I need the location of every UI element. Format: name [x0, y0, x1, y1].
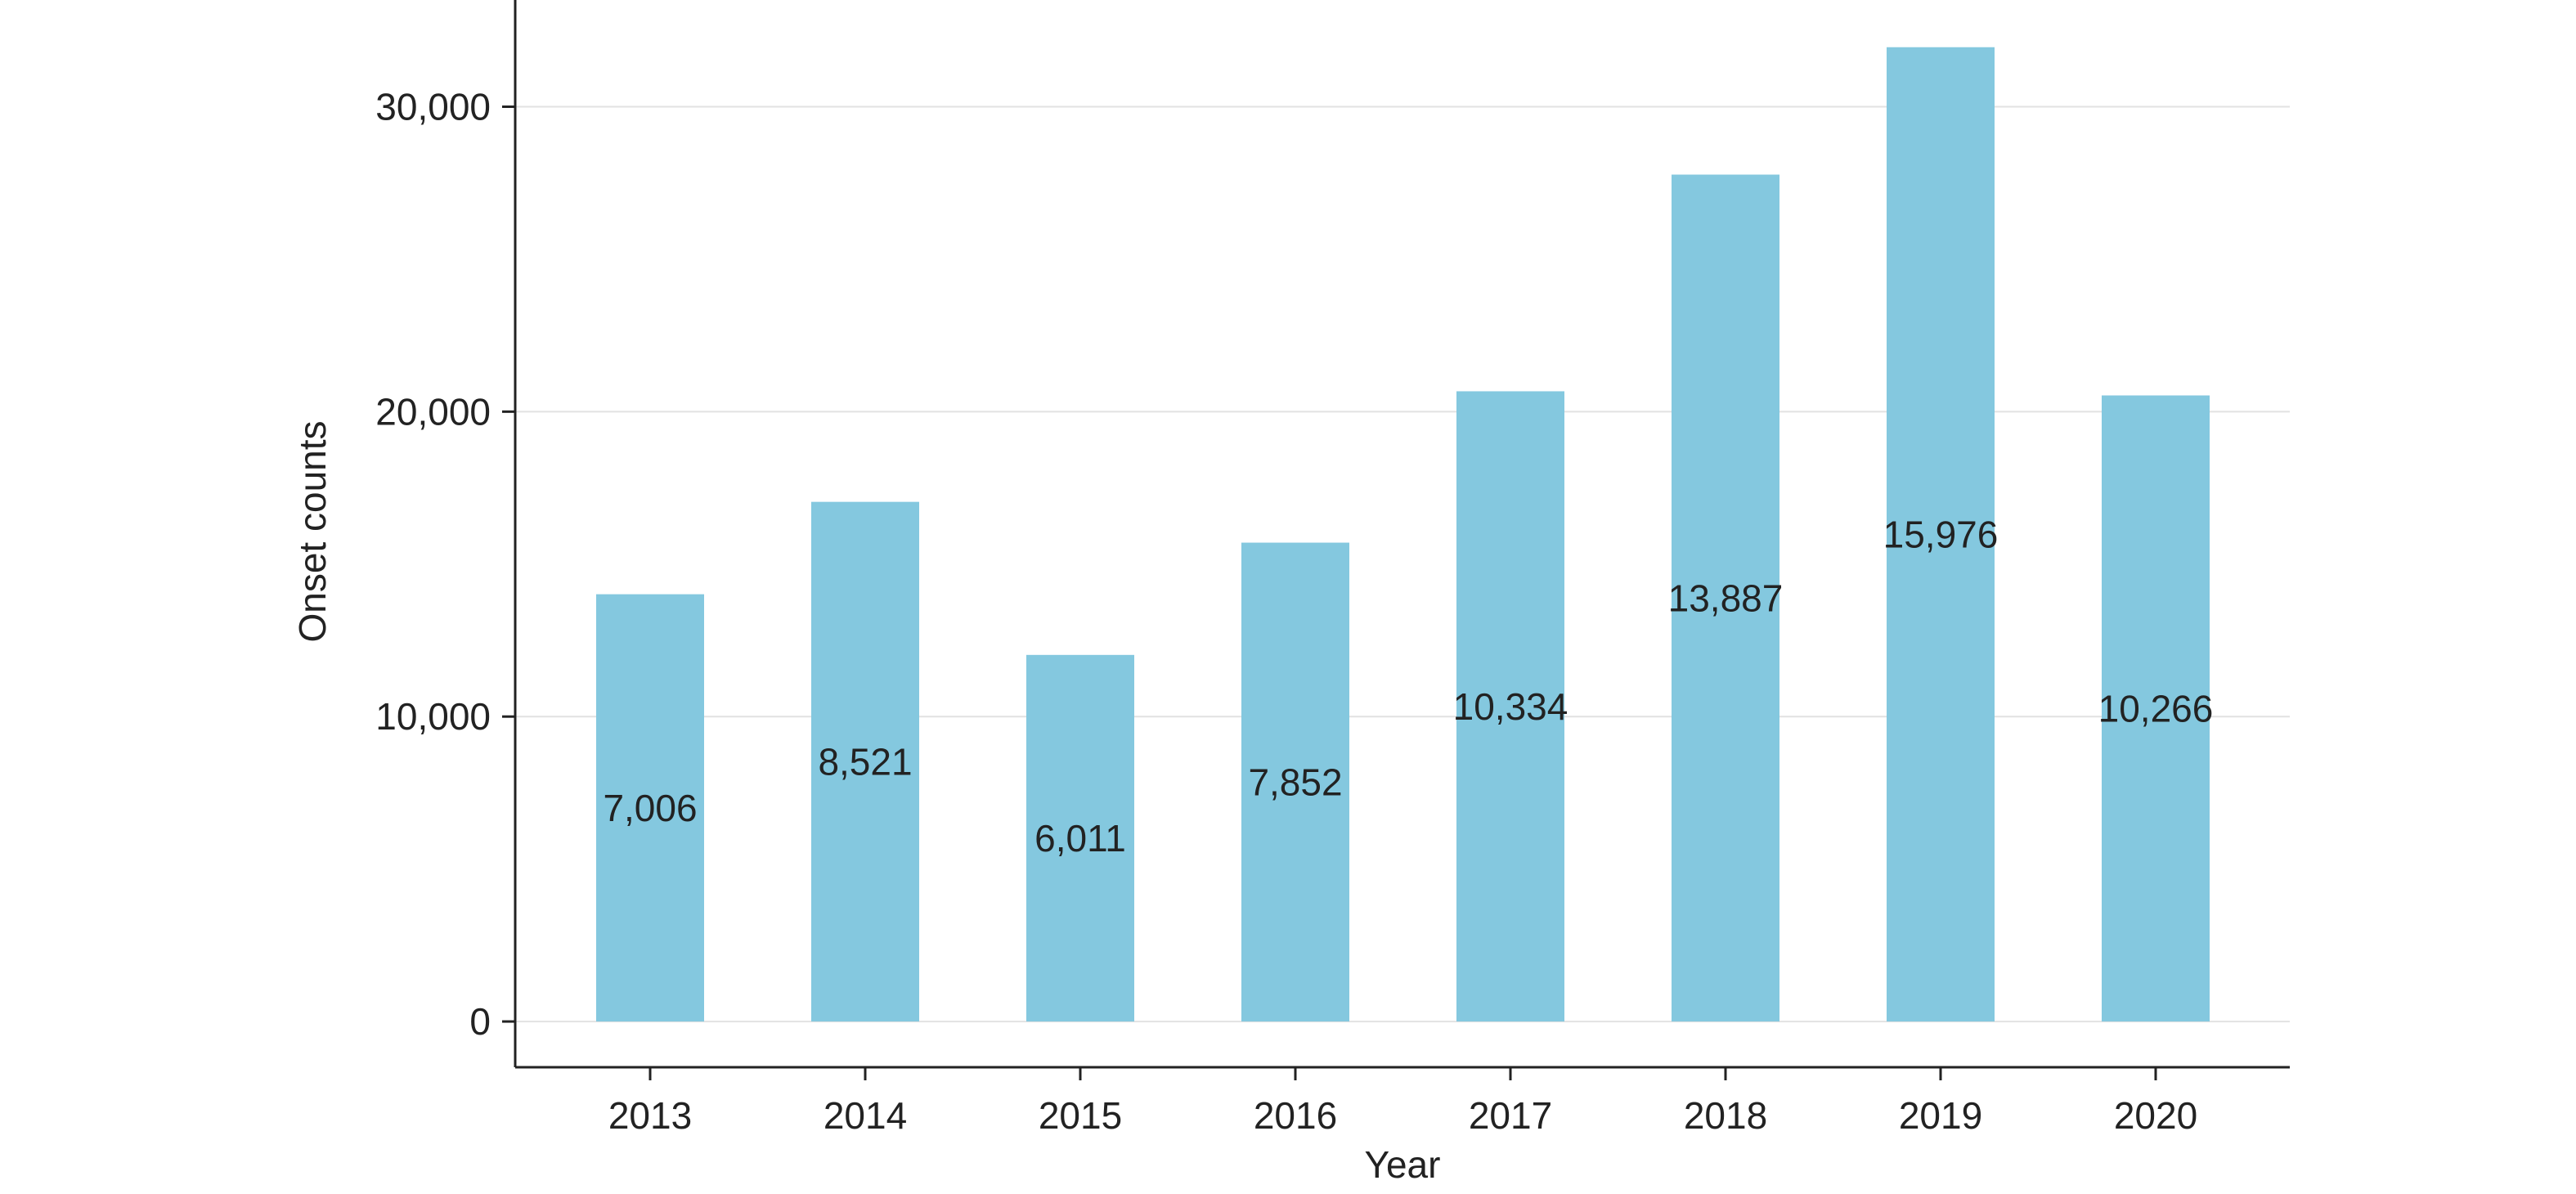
x-tick-label-2013: 2013 — [608, 1094, 692, 1137]
data-labels: 7,006 8,521 6,011 7,852 10,334 13,887 15,976 10… — [603, 513, 2213, 860]
bar-2019 — [1887, 47, 1995, 1022]
data-label-2018: 13,887 — [1668, 577, 1784, 619]
x-tick-label-2017: 2017 — [1469, 1094, 1552, 1137]
x-tick-label-2016: 2016 — [1254, 1094, 1337, 1137]
x-axis-ticks: 2013 2014 2015 2016 2017 2018 2019 2020 — [608, 1067, 2197, 1137]
x-tick-label-2019: 2019 — [1899, 1094, 1982, 1137]
data-label-2016: 7,852 — [1248, 761, 1342, 803]
bar-2017 — [1456, 391, 1564, 1022]
gridlines — [515, 105, 2290, 1023]
x-tick-label-2015: 2015 — [1039, 1094, 1122, 1137]
y-axis-ticks: 0 10,000 20,000 30,000 — [375, 86, 515, 1043]
y-tick-label: 20,000 — [375, 390, 491, 433]
x-tick-label-2014: 2014 — [824, 1094, 907, 1137]
y-axis-title: Onset counts — [291, 420, 334, 642]
x-tick-label-2020: 2020 — [2114, 1094, 2197, 1137]
bar-2020 — [2102, 395, 2210, 1022]
data-label-2015: 6,011 — [1034, 817, 1126, 860]
bar-2015 — [1026, 654, 1134, 1022]
y-tick-label: 10,000 — [375, 695, 491, 738]
bars — [596, 47, 2210, 1022]
x-axis-title: Year — [1365, 1143, 1441, 1186]
data-label-2013: 7,006 — [603, 787, 697, 829]
bar-2016 — [1241, 542, 1349, 1022]
axes — [514, 0, 2290, 1069]
data-label-2014: 8,521 — [818, 740, 912, 783]
data-label-2019: 15,976 — [1883, 513, 1999, 555]
y-tick-label: 30,000 — [375, 86, 491, 128]
bar-2018 — [1672, 174, 1779, 1022]
y-tick-label: 0 — [469, 1000, 491, 1043]
bar-2014 — [811, 501, 919, 1022]
data-label-2020: 10,266 — [2098, 687, 2214, 729]
data-label-2017: 10,334 — [1453, 685, 1568, 728]
x-tick-label-2018: 2018 — [1684, 1094, 1767, 1137]
bar-2013 — [596, 594, 704, 1022]
